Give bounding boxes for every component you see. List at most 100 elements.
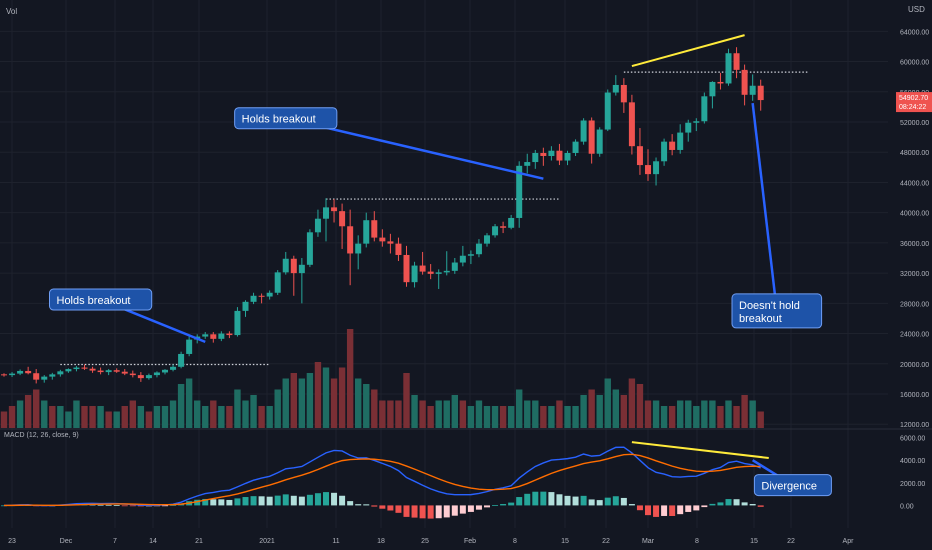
time-tick-label: 7 — [113, 538, 117, 545]
time-tick-label: 15 — [561, 538, 569, 545]
macd-histogram-bar — [596, 500, 603, 506]
volume-bar — [298, 378, 306, 428]
volume-bar — [57, 406, 64, 428]
candle-body — [339, 211, 346, 227]
macd-histogram-bar — [548, 492, 555, 506]
candle-body — [258, 295, 265, 297]
macd-histogram-bar — [556, 494, 563, 506]
macd-histogram-bar — [234, 498, 241, 506]
volume-bar — [49, 406, 56, 428]
macd-histogram-bar — [1, 505, 7, 507]
macd-histogram-bar — [113, 505, 120, 506]
candle-body — [17, 370, 24, 374]
time-axis[interactable]: 23 Dec 7 14 21 2021 11 18 25 Feb 8 15 22 Mar 8 15 22 Apr — [8, 538, 854, 545]
volume-bar — [443, 400, 450, 428]
macd-histogram-bar — [355, 504, 362, 506]
candle-body — [451, 262, 458, 271]
volume-bar — [226, 406, 233, 428]
candle-body — [355, 243, 362, 254]
volume-bar — [709, 400, 716, 428]
candle-body — [250, 295, 257, 302]
candle-body — [749, 85, 756, 95]
macd-histogram-bar — [645, 505, 651, 516]
macd-histogram-bar — [339, 495, 346, 506]
macd-tick-label: 2000.00 — [900, 481, 925, 488]
macd-histogram-bar — [564, 495, 571, 506]
macd-histogram-bar — [170, 504, 177, 506]
macd-histogram-bar — [532, 491, 539, 506]
price-tick-label: 16000.00 — [900, 392, 929, 399]
last-price-tag — [896, 92, 932, 113]
price-tick-label: 12000.00 — [900, 422, 929, 429]
price-tick-label: 48000.00 — [900, 150, 929, 157]
candle-body — [178, 353, 185, 367]
volume-bar — [516, 389, 523, 428]
candle-body — [427, 271, 434, 274]
macd-histogram-bar — [347, 501, 354, 506]
volume-bar — [451, 395, 458, 428]
volume-bar — [258, 406, 265, 428]
candle-body — [516, 165, 523, 218]
grid — [0, 0, 932, 528]
macd-histogram-bar — [669, 505, 676, 516]
time-tick-label: 14 — [149, 538, 157, 545]
candle-body — [645, 165, 651, 175]
macd-histogram-bar — [628, 504, 635, 506]
volume-bar — [24, 395, 32, 428]
candle-body — [467, 254, 474, 256]
candle-body — [331, 207, 338, 212]
trend-line — [631, 441, 769, 459]
candle-body — [403, 254, 410, 283]
macd-histogram-bar — [524, 493, 531, 506]
candle-body — [588, 120, 595, 154]
volume-bar — [556, 400, 563, 428]
macd-histogram-bar — [677, 505, 684, 515]
candle-body — [323, 207, 329, 219]
macd-histogram-bar — [693, 505, 700, 511]
volume-bar — [652, 400, 660, 428]
volume-bar — [564, 406, 571, 428]
volume-bar — [218, 406, 225, 428]
price-axis[interactable]: 12000.00 16000.00 20000.00 24000.00 28000.00… — [896, 29, 932, 510]
volume-bar — [242, 400, 249, 428]
macd-tick-label: 4000.00 — [900, 458, 925, 465]
volume-bar — [459, 400, 467, 428]
macd-line — [3, 446, 761, 507]
macd-histogram-bar — [290, 495, 297, 506]
volume-bar — [701, 400, 708, 428]
volume-bar — [97, 406, 104, 428]
macd-histogram-bar — [105, 504, 112, 506]
candle-body — [636, 146, 643, 166]
candle-body — [612, 84, 619, 93]
candle-body — [25, 370, 32, 374]
candles — [1, 47, 764, 384]
macd-histogram-bar — [298, 496, 305, 506]
candle-body — [290, 258, 297, 274]
volume-bar — [169, 400, 177, 428]
macd-histogram-bar — [717, 502, 724, 506]
volume-bar — [306, 373, 314, 428]
macd-histogram-bar — [733, 499, 740, 506]
macd-histogram-bar — [411, 505, 418, 518]
candle-body — [97, 370, 104, 373]
macd-histogram-bar — [701, 505, 708, 508]
macd-histogram-bar — [467, 505, 474, 512]
volume-bar — [290, 373, 297, 428]
volume-bar — [322, 367, 330, 428]
candle-body — [484, 235, 490, 244]
candle-body — [57, 371, 64, 375]
macd-panel — [1, 446, 764, 519]
volume-bar — [725, 400, 732, 428]
price-tick-label: 60000.00 — [900, 60, 929, 67]
macd-histogram-bar — [741, 502, 748, 506]
volume-bar — [668, 406, 676, 428]
macd-tick-label: 6000.00 — [900, 436, 925, 443]
callout-box — [731, 293, 823, 329]
candle-body — [532, 152, 539, 163]
candle-body — [41, 376, 48, 380]
volume-bar — [749, 400, 756, 428]
trend-line — [631, 34, 745, 68]
candle-body — [701, 96, 708, 122]
candle-body — [717, 81, 724, 84]
callout-box — [753, 474, 832, 497]
